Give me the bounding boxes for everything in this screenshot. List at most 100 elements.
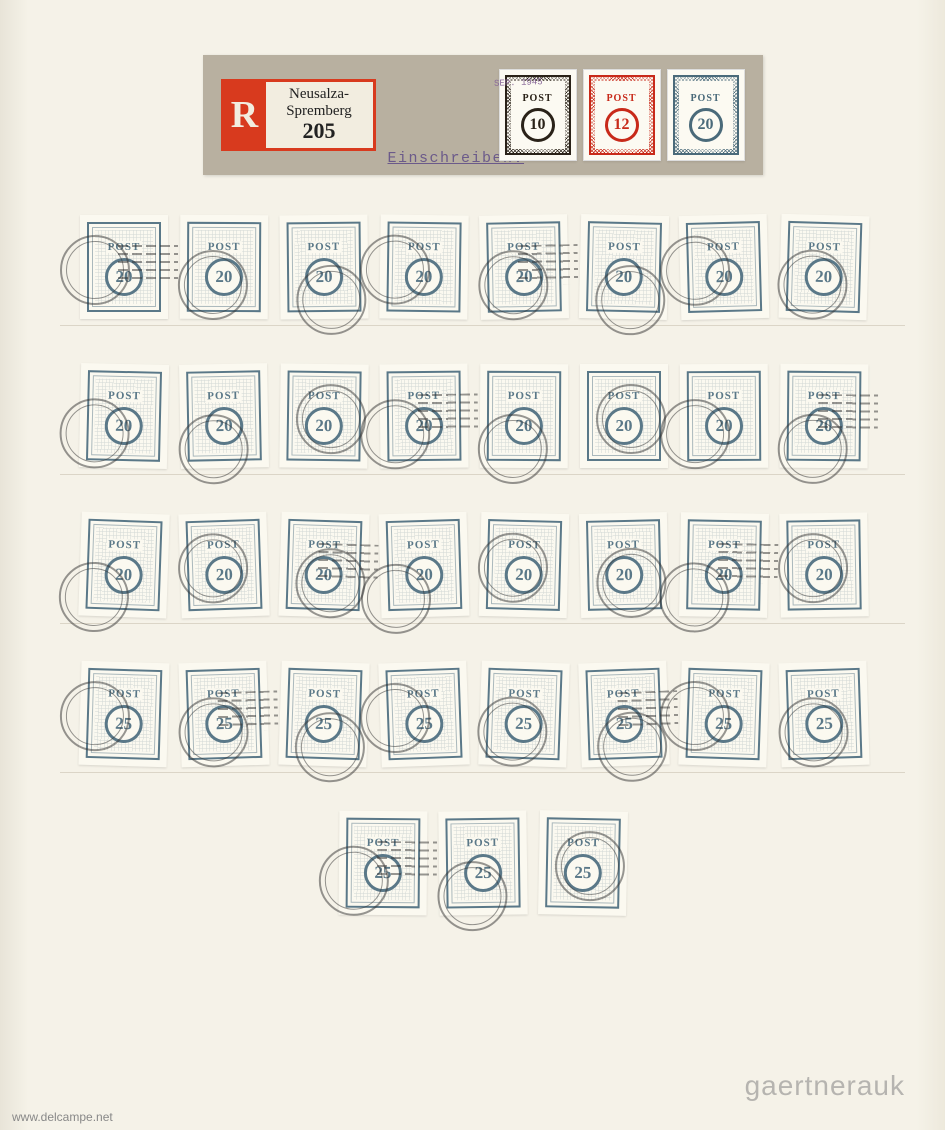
stock-stamp: POST25 (478, 660, 570, 767)
wavy-cancel (718, 543, 779, 584)
stamp-post-label: POST (106, 390, 143, 403)
stock-row: POST20POST20POST20POST20POST20POST20POST… (60, 215, 905, 326)
stock-stamp: POST 25 (438, 810, 527, 915)
stamp-post-label: POST (705, 241, 742, 254)
stock-stamp: POST20 (80, 215, 168, 319)
stock-stamp: POST20 (278, 512, 369, 619)
stock-row: POST20POST20POST20POST20POST20POST20POST… (60, 364, 905, 475)
stamp-post-label: POST (706, 687, 743, 700)
stamp-value: 20 (605, 407, 643, 445)
registration-number: 205 (266, 119, 373, 143)
stamp-value: 12 (605, 108, 639, 142)
stock-stamp: POST20 (279, 215, 368, 320)
stamp-value: 25 (405, 704, 444, 743)
stock-stamp: POST20 (579, 214, 669, 320)
stock-stamp: POST25 (78, 661, 169, 768)
stock-stamp: POST 20 (778, 214, 869, 321)
stamp-value: 20 (104, 407, 143, 446)
stock-stamp: POST25 (578, 660, 670, 767)
stock-row: POST25POST25POST25POST25POST25POST25POST… (60, 662, 905, 773)
stamp-value: 20 (505, 407, 543, 445)
wavy-cancel (418, 393, 478, 434)
wavy-cancel (818, 394, 878, 435)
stamp-value: 25 (463, 854, 502, 893)
stamp-value: 20 (104, 555, 143, 594)
stock-stamp: POST 20 (78, 511, 170, 618)
stamp-value: 25 (563, 854, 602, 893)
stock-stamp: POST 20 (180, 215, 269, 319)
stock-stamp: POST20 (679, 214, 770, 320)
watermark-text: gaertnerauk (745, 1070, 905, 1102)
stamp-value: 25 (805, 704, 844, 743)
stock-stamp: POST20 (780, 364, 869, 469)
stock-stamp: POST 20 (579, 512, 669, 618)
stamp-post-label: POST (605, 539, 642, 552)
registration-label: R Neusalza- Spremberg 205 (221, 79, 376, 151)
wavy-cancel (317, 543, 378, 585)
stamp-post-label: POST (305, 241, 342, 253)
cover-stamps: POST 10 SEP. 1945 POST 12 POST (499, 69, 745, 161)
stamp-value: 20 (705, 407, 743, 445)
stock-stamp: POST 25 (678, 661, 769, 768)
stock-stamp: POST 20 (680, 364, 769, 468)
stamp-value: 20 (205, 258, 243, 296)
stamp-post-label: POST (206, 241, 243, 253)
stamp-value: 25 (504, 704, 543, 743)
stock-stamp: POST 20 (79, 363, 169, 469)
stamp-post-label: POST (464, 837, 501, 850)
stamp-post-label: POST (306, 390, 343, 403)
stock-row: POST25POST25POST25 (60, 811, 905, 921)
stamp-post-label: POST (606, 93, 636, 104)
stock-stamp: POST 25 (538, 810, 628, 916)
stamp-value: 20 (205, 407, 244, 446)
stock-stamp: POST20 (580, 364, 668, 468)
stamp-value: 20 (805, 556, 844, 595)
wavy-cancel (518, 244, 579, 285)
stamp-value: 20 (504, 556, 543, 595)
cover-fragment: R Neusalza- Spremberg 205 Einschreiben. … (203, 55, 763, 175)
stock-stamp: POST 20 (480, 364, 569, 468)
footer-url: www.delcampe.net (12, 1110, 113, 1124)
stamp-post-label: POST (690, 93, 720, 104)
stamp-post-label: POST (805, 687, 842, 700)
stamp-post-label: POST (506, 539, 543, 552)
cover-stamp-20: POST 20 (667, 69, 745, 161)
stock-stamp: POST20 (379, 214, 468, 319)
cover-stamp-12: POST 12 (583, 69, 661, 161)
stock-stamp: POST20 (379, 364, 468, 469)
stamp-post-label: POST (522, 93, 552, 104)
stamp-value: 20 (804, 257, 843, 296)
stock-stamp: POST25 (178, 661, 269, 768)
stamp-value: 20 (405, 555, 444, 594)
stock-row: POST20POST20POST20POST20POST20POST20POST… (60, 513, 905, 624)
stamp-value: 20 (305, 407, 344, 446)
stock-stamp: POST 20 (179, 363, 269, 469)
stamp-post-label: POST (805, 539, 842, 552)
stamp-post-label: POST (205, 538, 242, 551)
stamp-post-label: POST (506, 390, 543, 402)
stamp-post-label: POST (806, 240, 843, 253)
overprint-date: SEP. 1945 (493, 77, 542, 89)
stock-stamp: POST 20 (479, 512, 570, 618)
stamp-post-label: POST (405, 538, 442, 551)
stock-stamp: POST 25 (378, 660, 470, 767)
stamp-value: 25 (704, 704, 743, 743)
stock-stamp: POST 20 (178, 512, 269, 619)
stamp-value: 25 (304, 704, 343, 743)
stamp-value: 20 (205, 555, 244, 594)
stamp-post-label: POST (205, 390, 242, 403)
stamp-post-label: POST (106, 538, 143, 551)
stamp-post-label: POST (564, 837, 601, 850)
stock-stamp: POST20 (479, 214, 569, 320)
stamp-post-label: POST (705, 390, 742, 402)
stamp-post-label: POST (405, 687, 442, 700)
stock-stamp: POST20 (679, 512, 769, 618)
stamp-post-label: POST (106, 687, 143, 700)
registration-text: Neusalza- Spremberg 205 (266, 86, 373, 143)
stamp-value: 10 (521, 108, 555, 142)
stock-stamp: POST25 (278, 661, 369, 768)
stamp-post-label: POST (606, 241, 643, 254)
wavy-cancel (217, 690, 278, 732)
stock-rows: POST 20 POST 20 POST 20 POST 20 POST 20 POST 20 POST… (60, 215, 905, 921)
stamp-value: 20 (605, 556, 644, 595)
